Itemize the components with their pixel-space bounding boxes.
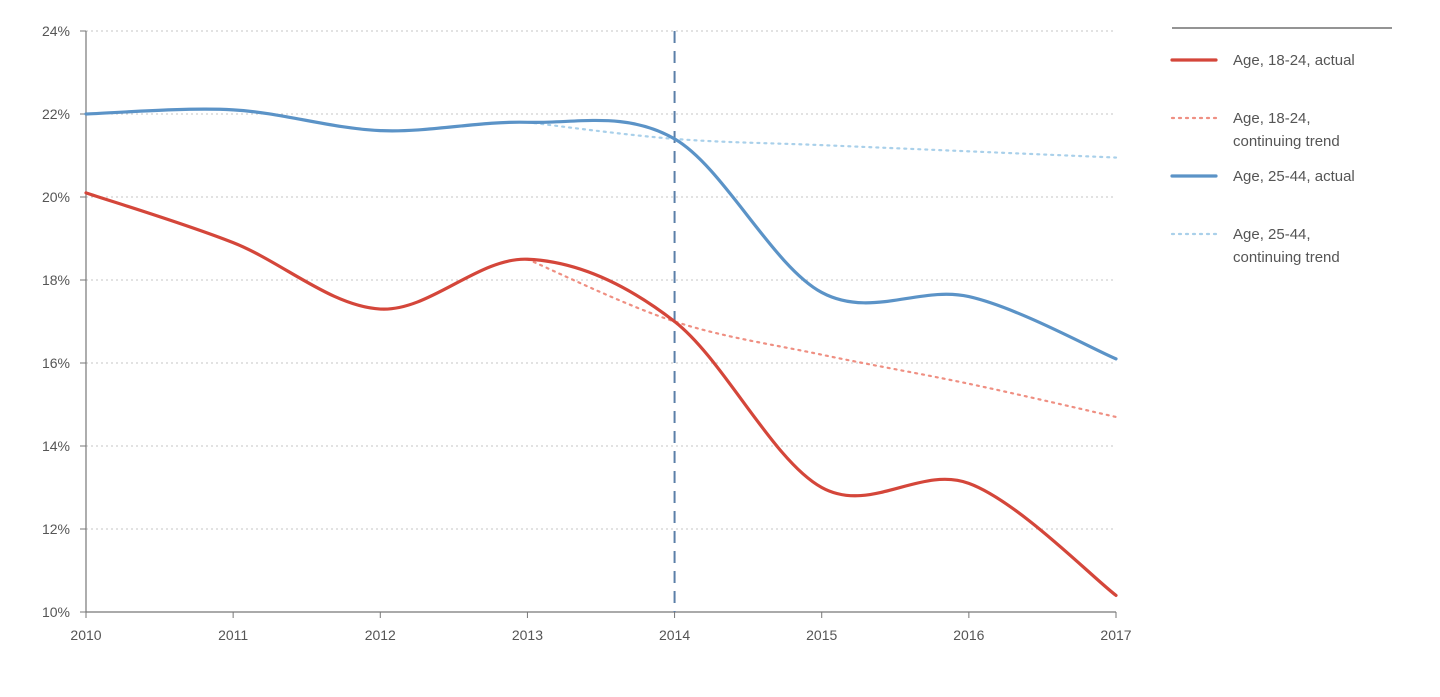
axes: 10% 12% 14% 16% 18% 20% 22% 24% 2010 2011 2012 2013… — [42, 23, 1132, 643]
x-tick-label: 2017 — [1100, 627, 1131, 643]
x-tick-label: 2015 — [806, 627, 837, 643]
gridlines — [86, 30, 1116, 530]
x-tick-label: 2011 — [218, 627, 248, 643]
x-tick-label: 2012 — [365, 627, 396, 643]
x-tick-label: 2010 — [70, 627, 101, 643]
y-tick-label: 20% — [42, 189, 70, 205]
y-tick-label: 24% — [42, 23, 70, 39]
x-tick-label: 2016 — [953, 627, 984, 643]
x-tick-label: 2014 — [659, 627, 690, 643]
y-tick-label: 22% — [42, 106, 70, 122]
y-tick-label: 18% — [42, 272, 70, 288]
legend-label-2: continuing trend — [1233, 133, 1340, 150]
legend-label-4: continuing trend — [1233, 249, 1340, 266]
y-tick-label: 16% — [42, 355, 70, 371]
x-tick-label: 2013 — [512, 627, 543, 643]
y-tick-label: 14% — [42, 438, 70, 454]
y-tick-label: 10% — [42, 604, 70, 620]
series-line-1 — [84, 191, 1118, 597]
legend-label-1: Age, 18-24, actual — [1233, 52, 1355, 69]
legend-label-2: Age, 18-24, — [1233, 110, 1311, 127]
series-line-2 — [526, 258, 1118, 419]
legend: Age, 18-24, actual Age, 18-24, continuing … — [1170, 27, 1392, 266]
series-layer — [84, 107, 1118, 597]
legend-label-3: Age, 25-44, actual — [1233, 168, 1355, 185]
series-line-4 — [526, 121, 1118, 159]
legend-label-4: Age, 25-44, — [1233, 226, 1311, 243]
series-line-3 — [84, 107, 1118, 361]
y-tick-label: 12% — [42, 521, 70, 537]
